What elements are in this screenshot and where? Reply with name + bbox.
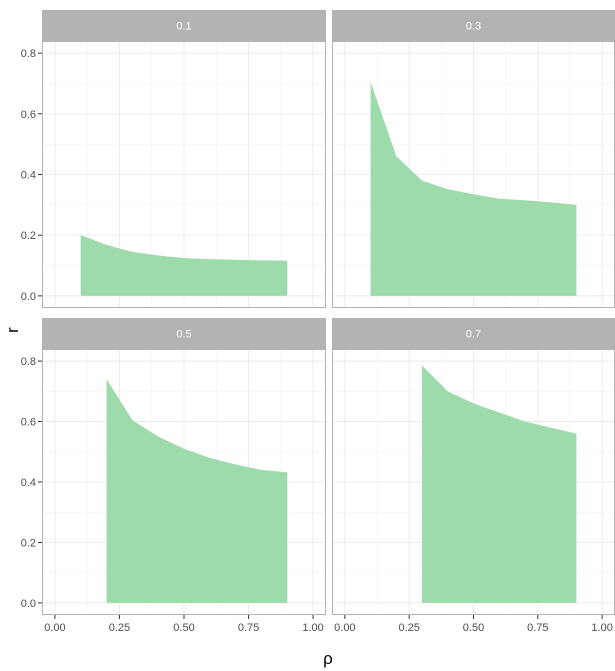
x-tick-label: 0.75 [238,622,259,634]
facet-strip-label: 0.3 [466,21,481,33]
area-series-0.3 [370,81,577,296]
y-tick-label: 0.4 [21,477,36,489]
y-tick-label: 0.8 [21,356,36,368]
facet-strip-label: 0.5 [176,329,191,341]
area-series-0.1 [80,235,288,296]
x-tick-label: 0.25 [109,622,130,634]
x-tick-label: 0.50 [173,622,194,634]
panel-border [42,349,326,615]
facet-strip-label: 0.1 [176,21,191,33]
facet-strip-label: 0.7 [466,329,481,341]
y-tick-label: 0.0 [21,291,36,303]
y-tick-label: 0.8 [21,48,36,60]
x-tick-label: 1.00 [591,622,612,634]
x-tick-label: 0.50 [463,622,484,634]
facet-strip [42,10,326,41]
y-tick-label: 0.6 [21,109,36,121]
y-tick-label: 0.0 [21,598,36,610]
facet-strip [332,318,615,349]
area-series-0.7 [422,365,577,603]
y-axis-title: r [3,327,22,333]
y-tick-label: 0.6 [21,417,36,429]
facet-strip [42,318,326,349]
y-tick-label: 0.2 [21,230,36,242]
x-tick-label: 0.00 [334,622,355,634]
x-tick-label: 0.25 [398,622,419,634]
facet-strip [332,10,615,41]
y-tick-label: 0.4 [21,170,36,182]
area-series-0.5 [106,379,288,603]
x-tick-label: 0.75 [527,622,548,634]
y-tick-label: 0.2 [21,537,36,549]
x-tick-label: 0.00 [44,622,65,634]
x-tick-label: 1.00 [302,622,323,634]
x-axis-title: ρ [323,649,333,668]
panel-border [42,41,326,308]
